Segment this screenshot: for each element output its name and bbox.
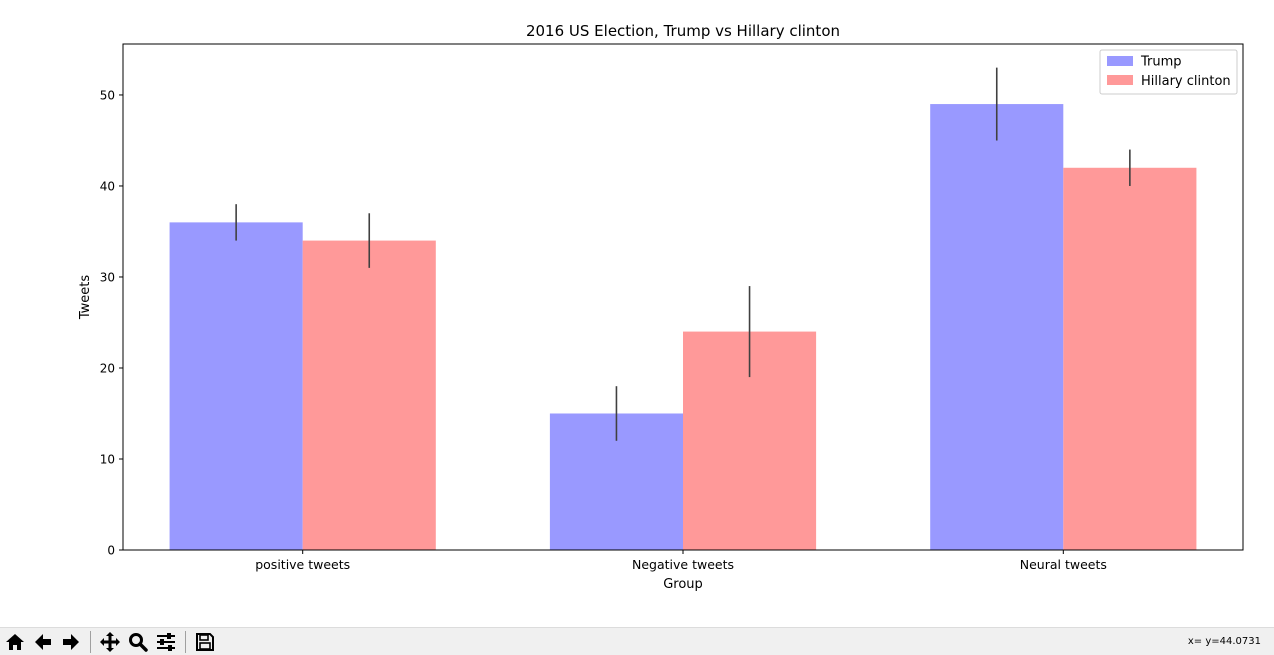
forward-button[interactable] [60,631,82,653]
legend-swatch-hillary-clinton [1107,75,1133,85]
x-axis-label: Group [663,577,703,592]
legend-frame [1099,49,1238,95]
y-tick-label: 50 [100,88,115,102]
chart-title: 2016 US Election, Trump vs Hillary clint… [526,22,840,40]
cursor-coordinates: x= y=44.0731 [1187,636,1261,647]
toolbar-separator [185,631,186,653]
toolbar-separator [90,631,91,653]
sliders-icon [157,633,175,651]
legend-label-trump: Trump [1140,55,1182,70]
figure: 2016 US Election, Trump vs Hillary clint… [78,22,1244,592]
arrow-left-icon [35,634,51,650]
zoom-button[interactable] [127,631,149,653]
arrow-right-icon [63,634,79,650]
back-button[interactable] [32,631,54,653]
y-tick-label: 30 [100,270,115,284]
bar-hillary-clinton [1063,167,1197,551]
bar-trump [169,222,303,551]
home-button[interactable] [4,631,26,653]
navigation-toolbar: x= y=44.0731 [0,627,1274,655]
legend-swatch-trump [1107,56,1133,66]
y-tick-label: 40 [100,179,115,193]
home-icon [6,634,24,650]
x-tick-label: Neural tweets [1020,557,1107,572]
bar-trump [930,104,1064,550]
legend-label-hillary-clinton: Hillary clinton [1141,74,1231,89]
y-tick-label: 20 [100,361,115,375]
configure-subplots-button[interactable] [155,631,177,653]
pan-button[interactable] [99,631,121,653]
legend: Trump Hillary clinton [1099,49,1238,95]
bar-hillary-clinton [302,240,436,550]
x-tick-label: Negative tweets [632,557,734,572]
floppy-disk-icon [196,633,214,651]
y-tick-label: 10 [100,452,115,466]
save-button[interactable] [194,631,216,653]
y-tick-label: 0 [107,544,115,558]
x-tick-label: positive tweets [255,557,350,572]
y-axis-label: Tweets [78,275,93,321]
magnifier-icon [129,633,148,652]
bar-chart: 2016 US Election, Trump vs Hillary clint… [78,22,1244,592]
move-icon [100,632,120,652]
